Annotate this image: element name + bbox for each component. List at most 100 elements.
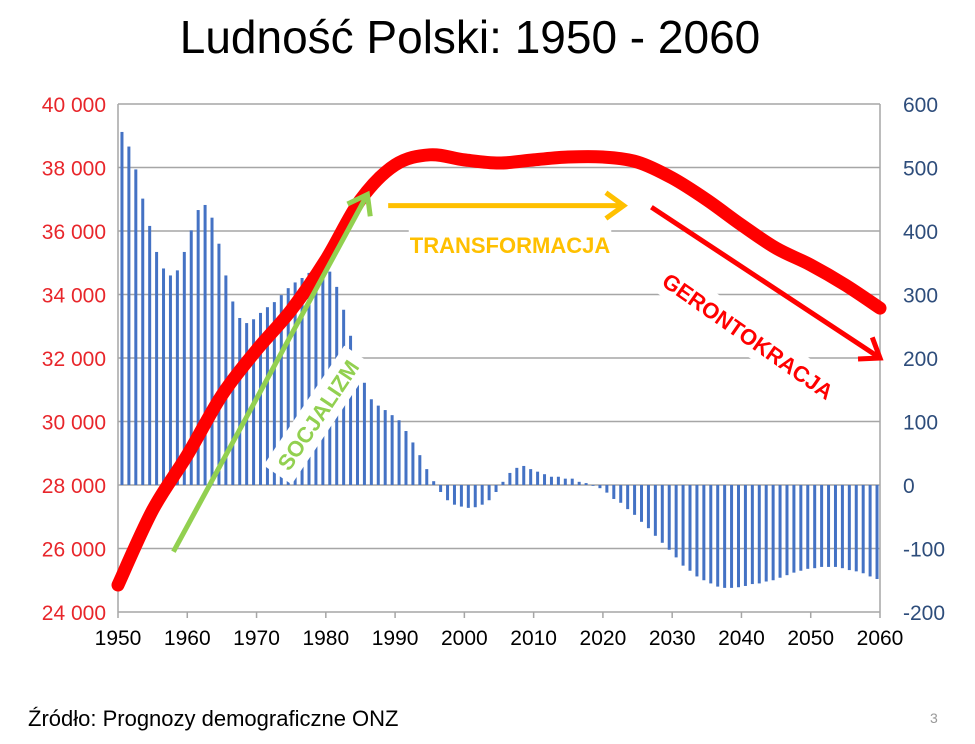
bar: [681, 485, 685, 566]
annotation-background: [408, 228, 612, 262]
bar: [653, 485, 657, 536]
bar: [480, 485, 484, 505]
bar: [120, 131, 124, 485]
annotation-background: [655, 263, 841, 409]
right-tick-label: 0: [903, 475, 915, 498]
bar: [418, 455, 422, 485]
bar: [245, 323, 249, 485]
bar: [549, 476, 553, 485]
bar: [633, 485, 637, 515]
bar: [452, 485, 456, 505]
bar: [688, 485, 692, 571]
bar: [792, 485, 796, 573]
bar: [196, 210, 200, 486]
bar: [570, 478, 574, 485]
left-tick-label: 28 000: [42, 475, 106, 498]
annotation: TRANSFORMACJA: [408, 228, 612, 262]
bar: [674, 485, 678, 558]
bar: [425, 469, 429, 485]
population-line: [111, 148, 887, 592]
bar: [272, 302, 276, 485]
bar: [813, 485, 817, 569]
annotation: GERONTOKRACJA: [655, 263, 841, 409]
bar: [723, 485, 727, 588]
bar: [210, 217, 214, 486]
bar: [868, 485, 872, 577]
x-tick-label: 2020: [580, 627, 627, 650]
bar: [515, 467, 519, 485]
bar: [189, 230, 193, 485]
left-tick-label: 40 000: [42, 94, 106, 117]
bar: [314, 269, 318, 485]
x-tick-label: 1990: [372, 627, 419, 650]
annotation-label: GERONTOKRACJA: [658, 268, 838, 405]
bar: [404, 431, 408, 485]
bar: [833, 485, 837, 567]
bar: [556, 476, 560, 485]
bar: [646, 485, 650, 529]
bar: [730, 485, 734, 588]
bar: [466, 485, 470, 508]
bar: [799, 485, 803, 571]
bar: [827, 485, 831, 567]
bar: [806, 485, 810, 569]
bar: [369, 399, 373, 485]
bar: [162, 268, 166, 485]
left-tick-label: 30 000: [42, 412, 106, 435]
bar: [577, 481, 581, 485]
bar: [355, 361, 359, 485]
bar: [605, 485, 609, 493]
bar: [494, 485, 498, 492]
annotation-background: [263, 345, 373, 485]
bar: [473, 485, 477, 508]
bar: [667, 485, 671, 550]
bar: [543, 474, 547, 485]
annotation-arrow: [171, 195, 369, 553]
bar: [168, 275, 172, 485]
bar: [522, 465, 526, 485]
bar: [771, 485, 775, 581]
bar: [397, 420, 401, 485]
bar: [778, 485, 782, 578]
bar: [203, 204, 207, 485]
right-tick-label: 300: [903, 285, 938, 308]
bar: [716, 485, 720, 587]
bar: [265, 307, 269, 485]
annotation-arrowhead: [604, 190, 628, 221]
bar: [383, 410, 387, 485]
bar: [612, 485, 616, 499]
right-tick-label: -100: [903, 539, 945, 562]
bar: [736, 485, 740, 588]
bar: [563, 478, 567, 485]
source-note: Źródło: Prognozy demograficzne ONZ: [28, 706, 399, 731]
x-tick-label: 2000: [441, 627, 488, 650]
bar: [349, 335, 353, 485]
bar: [127, 146, 131, 486]
bar: [155, 251, 159, 485]
bar: [875, 485, 879, 579]
bar: [411, 442, 415, 485]
bar: [626, 485, 630, 510]
bar: [439, 485, 443, 492]
bar: [376, 405, 380, 485]
bar: [259, 312, 263, 485]
bar: [598, 485, 602, 489]
bar: [695, 485, 699, 577]
bar: [785, 485, 789, 576]
x-tick-label: 1950: [95, 627, 142, 650]
x-tick-label: 1970: [233, 627, 280, 650]
x-tick-label: 1960: [164, 627, 211, 650]
bar: [175, 270, 179, 485]
bar: [750, 485, 754, 585]
page-number: 3: [930, 710, 938, 726]
bar: [709, 485, 713, 584]
bar: [764, 485, 768, 582]
left-tick-label: 24 000: [42, 602, 106, 625]
bar: [321, 265, 325, 485]
bar: [529, 469, 533, 485]
bar: [487, 485, 491, 501]
bar: [584, 483, 588, 485]
chart-title: Ludność Polski: 1950 - 2060: [179, 11, 761, 63]
bar: [286, 288, 290, 485]
